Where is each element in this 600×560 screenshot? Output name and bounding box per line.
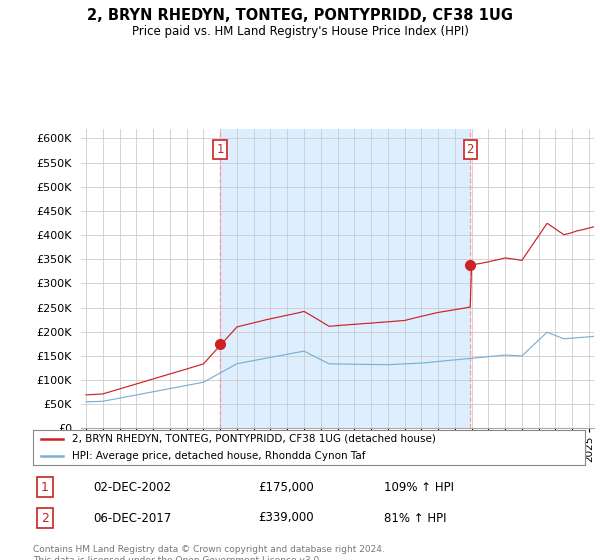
Text: 1: 1: [217, 143, 224, 156]
Text: £175,000: £175,000: [258, 480, 314, 494]
Text: Price paid vs. HM Land Registry's House Price Index (HPI): Price paid vs. HM Land Registry's House …: [131, 25, 469, 38]
Text: 2: 2: [467, 143, 474, 156]
Text: Contains HM Land Registry data © Crown copyright and database right 2024.
This d: Contains HM Land Registry data © Crown c…: [33, 545, 385, 560]
Text: 2, BRYN RHEDYN, TONTEG, PONTYPRIDD, CF38 1UG: 2, BRYN RHEDYN, TONTEG, PONTYPRIDD, CF38…: [87, 8, 513, 24]
Text: 1: 1: [41, 480, 49, 494]
Text: 109% ↑ HPI: 109% ↑ HPI: [384, 480, 454, 494]
Text: 2: 2: [41, 511, 49, 525]
Text: HPI: Average price, detached house, Rhondda Cynon Taf: HPI: Average price, detached house, Rhon…: [71, 451, 365, 461]
Text: 06-DEC-2017: 06-DEC-2017: [93, 511, 171, 525]
Text: 02-DEC-2002: 02-DEC-2002: [93, 480, 171, 494]
Text: 81% ↑ HPI: 81% ↑ HPI: [384, 511, 446, 525]
Text: 2, BRYN RHEDYN, TONTEG, PONTYPRIDD, CF38 1UG (detached house): 2, BRYN RHEDYN, TONTEG, PONTYPRIDD, CF38…: [71, 434, 436, 444]
Bar: [220, 129, 470, 428]
Text: £339,000: £339,000: [258, 511, 314, 525]
